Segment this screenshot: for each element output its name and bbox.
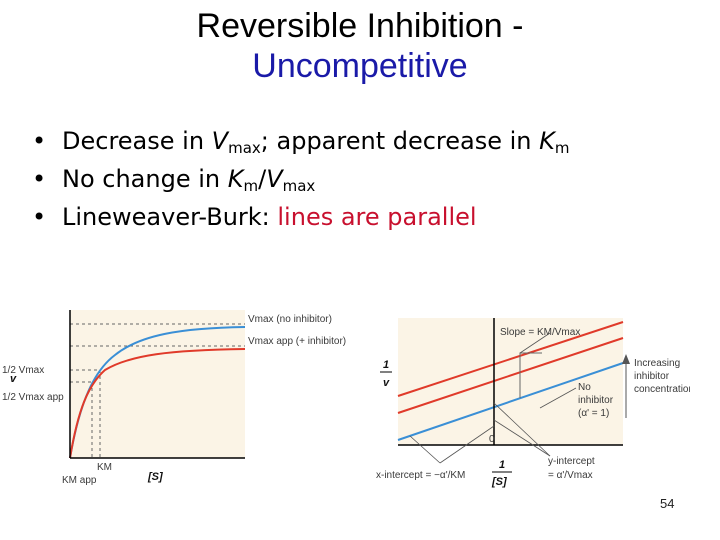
- x-int-pointer-2: [409, 435, 441, 464]
- y-axis-label: v: [10, 373, 17, 385]
- km-symbol: K: [539, 127, 555, 155]
- km-label: KM: [97, 462, 112, 473]
- x-axis-denominator: [S]: [491, 476, 507, 488]
- km-app-label: KM app: [62, 475, 97, 486]
- bullet-dot: •: [32, 165, 47, 193]
- inhibitor-line-2: [397, 321, 624, 397]
- x-intercept-label: x-intercept = −α'/KM: [376, 470, 465, 481]
- y-axis-denominator: v: [383, 377, 390, 389]
- x-axis-label: [S]: [147, 471, 163, 483]
- km-subscript: m: [243, 177, 259, 195]
- km-symbol: K: [227, 165, 244, 193]
- vmax-symbol: V: [211, 127, 229, 155]
- y-int-pointer: [493, 419, 551, 457]
- inhibitor-label: inhibitor: [634, 371, 670, 382]
- vmax-symbol: V: [266, 165, 283, 193]
- alpha-label: (α' = 1): [578, 408, 609, 419]
- inhibitor-line-1: [397, 337, 624, 414]
- y-int-pointer-2: [493, 402, 551, 457]
- michaelis-menten-plot: Vmax (no inhibitor) Vmax app (+ inhibito…: [2, 310, 346, 486]
- km-subscript: m: [554, 139, 570, 157]
- vmax-subscript: max: [228, 139, 261, 157]
- arrow-head-icon: [622, 354, 630, 364]
- bullet-dot: •: [32, 203, 47, 231]
- vmax-subscript: max: [282, 177, 316, 195]
- x-int-pointer: [439, 425, 495, 464]
- page-number: 54: [660, 496, 675, 511]
- slope-label: Slope = KM/Vmax: [500, 327, 580, 338]
- concentration-label: concentration: [634, 384, 690, 395]
- no-inhibitor-pointer: [539, 387, 577, 409]
- bullet-2-text: No change in: [62, 165, 228, 193]
- slide-title: Reversible Inhibition - Uncompetitive: [0, 6, 720, 86]
- x-axis-numerator: 1: [499, 459, 505, 471]
- y-intercept-label: y-intercept: [548, 456, 595, 467]
- bullet-dot: •: [32, 127, 47, 155]
- bullet-1-text: Decrease in: [62, 127, 212, 155]
- lineweaver-burk-plot: Slope = KM/Vmax 1 v Increasing inhibitor…: [376, 318, 690, 488]
- no-inhibitor-label-2: inhibitor: [578, 395, 614, 406]
- bullet-2: • No change in Km/Vmax: [30, 160, 700, 198]
- bullet-3-text: Lineweaver-Burk:: [62, 203, 278, 231]
- plot-background: [398, 318, 623, 445]
- no-inhibitor-line: [397, 362, 624, 441]
- origin-label: 0: [489, 434, 495, 445]
- title-line-2: Uncompetitive: [252, 47, 468, 85]
- no-inhibitor-label-1: No: [578, 382, 591, 393]
- slash: /: [258, 165, 267, 193]
- bullet-list: • Decrease in Vmax; apparent decrease in…: [30, 122, 700, 236]
- vmax-app-label: Vmax app (+ inhibitor): [248, 336, 346, 347]
- bullet-3-highlight: lines are parallel: [277, 203, 477, 231]
- vmax-label: Vmax (no inhibitor): [248, 314, 332, 325]
- bullet-1-text-mid: ; apparent decrease in: [260, 127, 540, 155]
- bullet-1: • Decrease in Vmax; apparent decrease in…: [30, 122, 700, 160]
- y-axis-numerator: 1: [383, 359, 389, 371]
- title-line-1: Reversible Inhibition -: [196, 7, 524, 45]
- inhibitor-curve: [69, 348, 246, 459]
- slope-pointer: [519, 332, 551, 354]
- half-vmax-label: 1/2 Vmax: [2, 365, 44, 376]
- half-vmax-app-label: 1/2 Vmax app: [2, 392, 64, 403]
- y-intercept-value: = α'/Vmax: [548, 470, 593, 481]
- plot-background: [70, 310, 245, 458]
- increasing-label: Increasing: [634, 358, 680, 369]
- bullet-3: • Lineweaver-Burk: lines are parallel: [30, 198, 700, 236]
